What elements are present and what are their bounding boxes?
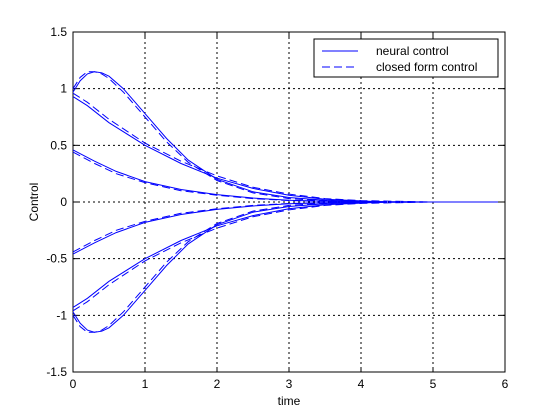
y-tick-label: 1 — [60, 82, 67, 96]
neural-control-line-1 — [72, 71, 387, 203]
y-tick-label: 0 — [60, 195, 67, 209]
x-tick-label: 0 — [70, 377, 77, 391]
x-tick-label: 5 — [430, 377, 437, 391]
series-lines — [72, 71, 498, 333]
y-axis-label: Control — [27, 183, 41, 222]
closed-form-control-line-2 — [72, 92, 498, 203]
legend-label-neural-control: neural control — [376, 44, 449, 58]
legend-label-closed-form-control: closed form control — [376, 60, 477, 74]
neural-control-line-6 — [72, 201, 387, 333]
x-tick-label: 3 — [286, 377, 293, 391]
y-tick-label: 0.5 — [50, 138, 67, 152]
y-tick-label: -1 — [56, 308, 67, 322]
axis-ticks: 0 1 2 3 4 5 6 -1.5 -1 -0.5 0 0.5 1 1.5 — [46, 25, 508, 391]
y-tick-label: -1.5 — [46, 365, 67, 379]
closed-form-control-line-5 — [72, 201, 498, 312]
x-tick-label: 6 — [502, 377, 509, 391]
legend: neural control closed form control — [313, 38, 499, 78]
x-tick-label: 1 — [142, 377, 149, 391]
y-tick-label: -0.5 — [46, 252, 67, 266]
x-tick-label: 2 — [214, 377, 221, 391]
x-axis-label: time — [278, 394, 301, 408]
closed-form-control-line-6 — [72, 201, 498, 333]
y-tick-label: 1.5 — [50, 25, 67, 39]
legend-box — [313, 38, 499, 78]
x-tick-label: 4 — [358, 377, 365, 391]
